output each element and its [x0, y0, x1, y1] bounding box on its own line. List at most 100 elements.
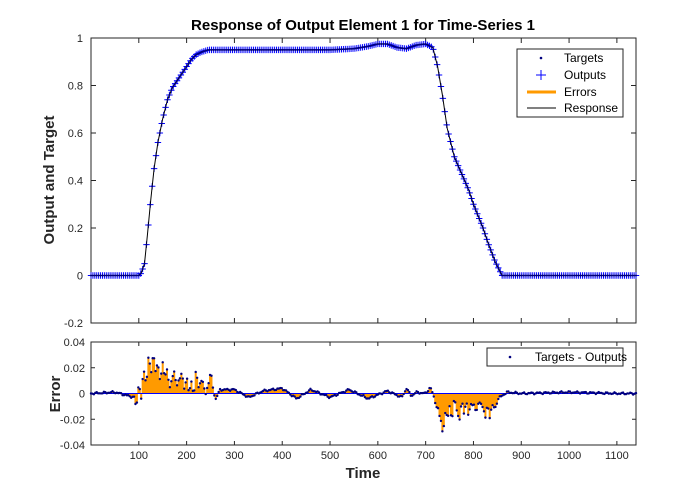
target-point	[329, 48, 332, 51]
error-point	[494, 405, 497, 409]
error-point	[444, 411, 447, 415]
target-point	[351, 47, 354, 50]
target-point	[629, 274, 632, 277]
target-point	[306, 48, 309, 51]
error-point	[455, 409, 458, 412]
target-point	[493, 258, 496, 261]
target-point	[422, 43, 425, 46]
target-point	[405, 47, 408, 50]
error-point	[185, 377, 189, 380]
target-point	[604, 274, 607, 277]
error-x-tick-label: 800	[464, 450, 482, 462]
target-point	[541, 274, 544, 277]
target-point	[332, 48, 335, 51]
error-point	[584, 390, 588, 394]
target-point	[214, 48, 217, 51]
error-point	[289, 393, 292, 396]
target-point	[302, 48, 305, 51]
error-x-tick-label: 300	[225, 450, 243, 462]
target-point	[145, 243, 148, 246]
target-point	[244, 48, 247, 51]
error-point	[317, 391, 321, 394]
error-point	[193, 389, 196, 392]
target-point	[560, 274, 563, 277]
error-point	[448, 405, 451, 408]
target-point	[562, 274, 565, 277]
target-point	[227, 48, 230, 51]
target-point	[149, 203, 152, 206]
error-point	[488, 416, 491, 420]
target-point	[246, 48, 249, 51]
error-point	[204, 392, 207, 396]
error-y-tick-label: -0.02	[60, 414, 85, 426]
target-point	[392, 45, 395, 48]
error-point	[216, 394, 219, 398]
target-point	[457, 164, 460, 167]
target-point	[195, 53, 198, 56]
target-point	[382, 42, 385, 45]
target-point	[527, 274, 530, 277]
target-point	[612, 274, 615, 277]
error-point	[432, 395, 435, 398]
error-point	[142, 370, 146, 373]
target-point	[103, 274, 106, 277]
error-point	[165, 368, 169, 371]
error-point	[429, 387, 433, 390]
response-y-tick-label: 0.2	[68, 223, 83, 235]
target-point	[97, 274, 100, 277]
error-point	[403, 390, 407, 393]
target-point	[260, 48, 263, 51]
target-point	[317, 48, 320, 51]
legend-outputs-label: Outputs	[564, 68, 606, 82]
target-point	[348, 47, 351, 50]
target-point	[369, 44, 372, 47]
error-point	[402, 392, 405, 396]
target-point	[374, 43, 377, 46]
error-point	[171, 374, 174, 378]
error-point	[495, 402, 499, 405]
target-point	[216, 48, 219, 51]
error-point	[462, 412, 466, 415]
response-y-tick-label: 1	[77, 33, 83, 45]
target-point	[233, 48, 236, 51]
target-point	[285, 48, 288, 51]
target-point	[135, 274, 138, 277]
target-point	[585, 274, 588, 277]
target-point	[533, 274, 536, 277]
error-point	[406, 388, 410, 392]
target-point	[365, 45, 368, 48]
target-point	[545, 274, 548, 277]
target-point	[409, 46, 412, 49]
target-point	[608, 274, 611, 277]
target-point	[116, 274, 119, 277]
error-point	[181, 377, 184, 380]
target-point	[336, 48, 339, 51]
error-point	[160, 372, 163, 375]
target-point	[596, 274, 599, 277]
target-point	[438, 74, 441, 77]
target-point	[315, 48, 318, 51]
target-point	[390, 44, 393, 47]
target-point	[401, 47, 404, 50]
target-point	[361, 46, 364, 49]
target-point	[426, 43, 429, 46]
error-point	[446, 414, 450, 418]
target-point	[206, 49, 209, 52]
target-point	[132, 274, 135, 277]
target-point	[112, 274, 115, 277]
target-point	[355, 47, 358, 50]
error-point	[184, 381, 187, 384]
target-point	[319, 48, 322, 51]
target-point	[237, 48, 240, 51]
target-point	[376, 42, 379, 45]
target-point	[558, 274, 561, 277]
error-point	[178, 377, 182, 380]
target-point	[491, 253, 494, 256]
error-point	[141, 377, 144, 381]
error-point	[487, 407, 490, 410]
error-point	[207, 382, 210, 385]
target-point	[258, 48, 261, 51]
error-point	[211, 386, 215, 389]
error-point	[401, 395, 404, 398]
target-point	[388, 43, 391, 46]
